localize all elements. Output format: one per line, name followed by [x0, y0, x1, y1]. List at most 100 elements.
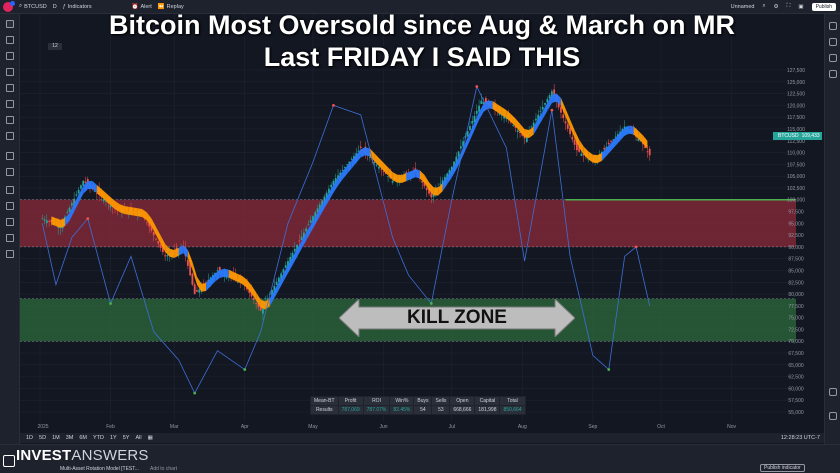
candle-body [482, 102, 485, 105]
candle-body [343, 167, 346, 168]
price-axis[interactable]: 127,500 125,000 122,500 120,000 117,500 115,0… [787, 68, 805, 416]
indicators-label: Indicators [67, 3, 92, 10]
x-tick-label: Sep [588, 424, 597, 430]
ribbon-segment [178, 245, 184, 256]
timeframe-button[interactable]: All [135, 435, 142, 441]
candle-body [514, 125, 517, 128]
ribbon-segment [447, 169, 452, 185]
clock[interactable]: 12:28:23 UTC-7 [780, 435, 820, 441]
ribbon-segment [524, 129, 530, 139]
ribbon-segment [570, 119, 575, 139]
candle-body [305, 228, 308, 232]
results-header-cell: Mean-BT [310, 396, 339, 406]
chat-icon[interactable] [829, 70, 837, 78]
ribbon-segment [501, 107, 507, 119]
candle-body [277, 277, 280, 283]
text-tool-icon[interactable] [6, 116, 14, 124]
layers-icon[interactable] [829, 54, 837, 62]
candle-body [66, 212, 69, 214]
magnet-icon[interactable] [6, 186, 14, 194]
ruler-icon[interactable] [6, 152, 14, 160]
y-tick-label: 85,000 [788, 268, 804, 274]
interval-button[interactable]: D [53, 4, 57, 10]
camera-icon[interactable]: ▣ [798, 3, 804, 10]
candle-body [280, 273, 283, 280]
candle-body [553, 89, 556, 97]
results-header-cell: Sells [431, 396, 451, 406]
crosshair-tool-icon[interactable] [6, 20, 14, 28]
trendline-tool-icon[interactable] [6, 36, 14, 44]
candle-body [186, 260, 189, 266]
heart-icon[interactable] [6, 132, 14, 140]
notifications-icon[interactable] [829, 412, 837, 420]
indicators-button[interactable]: ƒ Indicators [63, 4, 92, 10]
add-to-chart-button[interactable]: Add to chart [150, 466, 177, 472]
symbol-search[interactable]: ⌕ BTCUSD [19, 3, 47, 10]
alarm-icon: ⏰ [131, 3, 139, 10]
publish-indicator-button[interactable]: Publish indicator [760, 464, 805, 472]
help-icon[interactable] [829, 388, 837, 396]
ribbon-segment [247, 279, 252, 294]
candle-body [541, 106, 544, 110]
lock-icon[interactable] [6, 202, 14, 210]
candle-body [432, 193, 435, 197]
fullscreen-icon[interactable]: ⛶ [786, 3, 791, 9]
calendar-icon[interactable]: ▦ [147, 435, 153, 441]
y-tick-label: 77,500 [788, 304, 804, 310]
time-axis[interactable]: 2025 Feb Mar Apr May Jun Jul Aug Sep Oct Nov [37, 424, 736, 430]
candle-body [48, 221, 50, 222]
alerts-clock-icon[interactable] [829, 38, 837, 46]
candle-body [450, 166, 453, 172]
ribbon-segment [233, 271, 238, 282]
zoom-icon[interactable] [6, 168, 14, 176]
link-icon[interactable] [6, 234, 14, 242]
timeframe-button[interactable]: 6M [79, 435, 87, 441]
search-icon[interactable]: ⌕ [762, 3, 766, 9]
alert-button[interactable]: ⏰ Alert [132, 4, 152, 10]
candle-body [271, 289, 273, 297]
overbought-band [20, 199, 796, 247]
ribbon-segment [260, 299, 266, 310]
y-tick-label: 97,500 [788, 210, 804, 216]
brush-tool-icon[interactable] [6, 100, 14, 108]
collapse-badge[interactable]: 12 [48, 43, 62, 50]
ribbon-segment [87, 180, 93, 190]
ribbon-segment [433, 187, 439, 196]
settings-gear-icon[interactable]: ⚙ [773, 3, 779, 10]
fib-tool-icon[interactable] [6, 52, 14, 60]
replay-button[interactable]: ⏪ Replay [158, 4, 184, 10]
candle-body [480, 100, 483, 104]
eye-icon[interactable] [6, 218, 14, 226]
timeframe-button[interactable]: YTD [92, 435, 104, 441]
ribbon-segment [196, 276, 202, 292]
y-tick-label: 92,500 [788, 233, 804, 239]
avatar[interactable] [3, 0, 15, 12]
forecast-tool-icon[interactable] [6, 84, 14, 92]
timeframe-button[interactable]: 1D [26, 435, 34, 441]
timeframe-button[interactable]: 5Y [122, 435, 130, 441]
replay-label: Replay [166, 3, 184, 10]
ribbon-segment [383, 162, 389, 176]
watchlist-icon[interactable] [829, 22, 837, 30]
publish-button[interactable]: Publish [811, 2, 836, 11]
ribbon-segment [469, 122, 475, 141]
ribbon-segment [338, 171, 343, 186]
ribbon-segment [224, 268, 229, 278]
timeframe-button[interactable]: 3M [65, 435, 74, 441]
timeframe-button[interactable]: 5D [39, 435, 47, 441]
ribbon-segment [292, 248, 298, 266]
candle-body [193, 284, 196, 295]
trash-icon[interactable] [6, 250, 14, 258]
ribbon-segment [360, 147, 366, 158]
timeframe-button[interactable]: 1Y [109, 435, 117, 441]
y-tick-label: 127,500 [787, 68, 805, 74]
indicator-tab[interactable]: Multi-Asset Rotation Model [TEST... [60, 466, 139, 472]
layout-name-button[interactable]: Unnamed [730, 3, 755, 10]
timeframe-button[interactable]: 1M [52, 435, 60, 441]
ribbon-segment [378, 157, 384, 171]
price-chart[interactable]: 127,500 125,000 122,500 120,000 117,500 115,0… [20, 14, 824, 433]
ribbon-segment [442, 176, 448, 192]
ribbon-segment [333, 177, 339, 193]
ribbon-segment [356, 149, 361, 163]
pattern-tool-icon[interactable] [6, 68, 14, 76]
